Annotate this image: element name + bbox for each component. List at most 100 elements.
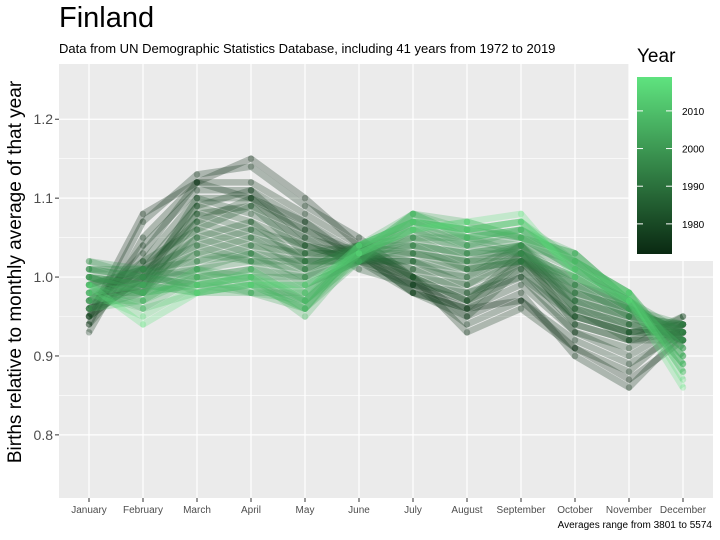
data-point [193, 289, 201, 296]
data-point [247, 289, 255, 296]
data-point [301, 297, 309, 304]
series-line [88, 226, 685, 343]
data-point [301, 226, 309, 233]
data-point [463, 250, 471, 257]
data-point [679, 329, 687, 336]
data-point [193, 281, 201, 289]
data-point [517, 218, 525, 225]
data-point [139, 297, 147, 304]
data-point [679, 337, 687, 344]
data-point [571, 266, 579, 273]
data-point [247, 250, 255, 257]
data-point [247, 242, 255, 249]
data-point [193, 289, 201, 296]
data-point [625, 368, 633, 375]
data-point [463, 329, 471, 336]
series-line [87, 210, 686, 374]
data-point [463, 234, 471, 241]
data-point [301, 281, 309, 289]
data-point [85, 305, 93, 312]
data-point [301, 281, 309, 289]
data-point [625, 329, 633, 336]
data-point [247, 281, 255, 289]
series-1974 [85, 179, 687, 375]
data-point [517, 258, 525, 265]
series-line [88, 218, 683, 336]
data-point [247, 187, 255, 194]
data-point [247, 194, 255, 202]
data-point [625, 337, 633, 344]
series-line [86, 179, 685, 360]
data-point [301, 273, 309, 281]
data-point [85, 273, 93, 281]
data-point [301, 289, 309, 296]
series-line [88, 218, 683, 328]
data-point [463, 242, 471, 249]
data-point [679, 368, 687, 375]
data-point [571, 266, 579, 273]
data-point [517, 242, 525, 249]
data-point [625, 313, 633, 320]
data-point [517, 305, 525, 312]
data-point [517, 242, 525, 249]
data-point [409, 242, 417, 249]
data-point [571, 250, 579, 257]
series-1996 [85, 234, 687, 328]
data-point [139, 273, 147, 281]
data-point [193, 234, 201, 241]
data-point [517, 234, 525, 241]
data-point [355, 242, 363, 249]
data-point [139, 266, 147, 273]
data-point [193, 218, 201, 225]
data-point [193, 171, 201, 178]
series-line [86, 179, 686, 375]
series-line [88, 210, 686, 367]
data-point [247, 210, 255, 218]
data-point [625, 289, 633, 296]
data-point [193, 179, 201, 186]
data-point [571, 313, 579, 320]
data-point [409, 226, 417, 233]
data-point [679, 344, 687, 352]
data-point [571, 305, 579, 312]
series-2002 [85, 226, 687, 360]
data-point [625, 289, 633, 296]
data-point [355, 266, 363, 273]
data-point [463, 313, 471, 320]
data-point [409, 226, 417, 233]
data-point [355, 258, 363, 265]
data-point [463, 234, 471, 241]
data-point [679, 329, 687, 336]
data-point [679, 329, 687, 336]
data-point [679, 337, 687, 344]
data-point [679, 360, 687, 368]
data-point [85, 289, 93, 296]
data-point [571, 337, 579, 344]
data-point [301, 305, 309, 312]
data-point [409, 218, 417, 225]
series-lines [85, 155, 687, 391]
data-point [571, 258, 579, 265]
data-point [139, 281, 147, 289]
data-point [571, 250, 579, 257]
data-point [463, 297, 471, 304]
series-line [89, 226, 684, 336]
data-point [409, 281, 417, 289]
data-point [517, 266, 525, 273]
data-point [463, 234, 471, 241]
data-point [193, 179, 201, 186]
data-point [517, 226, 525, 233]
data-point [517, 297, 525, 304]
data-point [679, 329, 687, 336]
data-point [247, 281, 255, 289]
data-point [409, 218, 417, 225]
data-point [517, 258, 525, 265]
data-point [679, 321, 687, 328]
colorbar-gradient [637, 77, 672, 254]
data-point [355, 234, 363, 241]
data-point [355, 242, 363, 249]
data-point [139, 273, 147, 281]
series-1992 [85, 242, 687, 336]
data-point [139, 281, 147, 289]
data-point [517, 250, 525, 257]
